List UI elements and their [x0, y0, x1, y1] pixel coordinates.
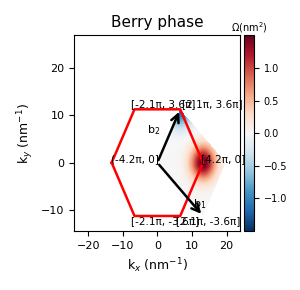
- Text: b$_1$: b$_1$: [193, 197, 206, 211]
- Text: (-4.2π, 0]: (-4.2π, 0]: [111, 154, 158, 164]
- Text: [-2.1π, 3.6π]: [-2.1π, 3.6π]: [131, 99, 196, 109]
- Title: Berry phase: Berry phase: [111, 15, 204, 30]
- Text: [4.2π, 0]: [4.2π, 0]: [201, 154, 245, 164]
- Y-axis label: k$_y$ (nm$^{-1}$): k$_y$ (nm$^{-1}$): [15, 103, 36, 164]
- Text: [2.1π, 3.6π]: [2.1π, 3.6π]: [182, 99, 242, 109]
- Text: [2.1π, -3.6π]: [2.1π, -3.6π]: [176, 217, 241, 226]
- X-axis label: k$_x$ (nm$^{-1}$): k$_x$ (nm$^{-1}$): [127, 256, 188, 275]
- Title: Ω(nm$^2$): Ω(nm$^2$): [231, 20, 267, 35]
- Text: b$_2$: b$_2$: [147, 124, 160, 137]
- Text: [-2.1π, -3.6π]: [-2.1π, -3.6π]: [131, 217, 200, 226]
